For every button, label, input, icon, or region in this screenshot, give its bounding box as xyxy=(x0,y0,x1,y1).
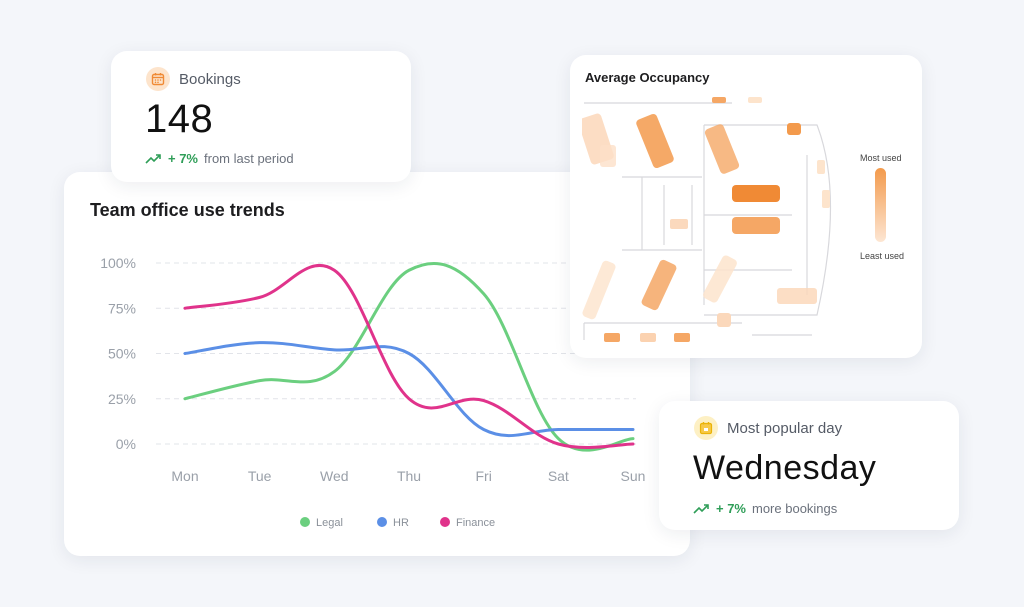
legend-swatch-finance xyxy=(440,517,450,527)
y-tick-label: 100% xyxy=(100,255,136,271)
y-tick-label: 75% xyxy=(108,300,136,316)
x-tick-label: Thu xyxy=(397,468,421,484)
series-line-hr xyxy=(183,341,635,438)
popular-day-delta-suffix: more bookings xyxy=(752,501,838,516)
trend-up-icon xyxy=(145,154,161,164)
legend-swatch-legal xyxy=(300,517,310,527)
y-tick-label: 0% xyxy=(116,436,136,452)
legend-least-used: Least used xyxy=(860,251,905,261)
series-line-legal xyxy=(183,261,635,452)
popular-day-label: Most popular day xyxy=(727,420,843,437)
bookings-delta-suffix: from last period xyxy=(204,151,294,166)
popular-day-value: Wednesday xyxy=(693,449,877,487)
series-line-finance xyxy=(183,263,635,449)
y-tick-label: 50% xyxy=(108,346,136,362)
popular-day-delta-value: + 7% xyxy=(716,501,746,516)
bookings-value: 148 xyxy=(145,97,214,141)
popular-day-card: Most popular day Wednesday + 7% more boo… xyxy=(659,401,959,530)
x-tick-label: Fri xyxy=(476,468,492,484)
occupancy-title: Average Occupancy xyxy=(585,70,710,85)
trends-title: Team office use trends xyxy=(90,200,285,220)
calendar-icon xyxy=(694,416,718,440)
x-tick-label: Tue xyxy=(248,468,272,484)
bookings-delta: + 7% from last period xyxy=(145,151,294,166)
occupancy-gradient xyxy=(875,168,886,242)
legend-label-finance: Finance xyxy=(456,517,495,529)
occupancy-card: Average Occupancy xyxy=(570,55,922,358)
trend-chart: 100% 75% 50% 25% 0% Mon Tue Wed Thu Fri Sat Sun Lega… xyxy=(100,255,646,529)
x-tick-label: Mon xyxy=(171,468,198,484)
bookings-delta-value: + 7% xyxy=(168,151,198,166)
bookings-label: Bookings xyxy=(179,71,241,88)
floor-plan-heatmap xyxy=(582,97,832,342)
y-tick-label: 25% xyxy=(108,391,136,407)
trend-up-icon xyxy=(693,504,709,514)
x-tick-label: Wed xyxy=(320,468,349,484)
calendar-icon xyxy=(146,67,170,91)
x-tick-label: Sat xyxy=(548,468,569,484)
bookings-card: Bookings 148 + 7% from last period xyxy=(111,51,411,182)
x-tick-label: Sun xyxy=(621,468,646,484)
popular-day-delta: + 7% more bookings xyxy=(693,501,837,516)
legend-label-legal: Legal xyxy=(316,517,343,529)
legend-most-used: Most used xyxy=(860,153,902,163)
legend-swatch-hr xyxy=(377,517,387,527)
legend-label-hr: HR xyxy=(393,517,409,529)
